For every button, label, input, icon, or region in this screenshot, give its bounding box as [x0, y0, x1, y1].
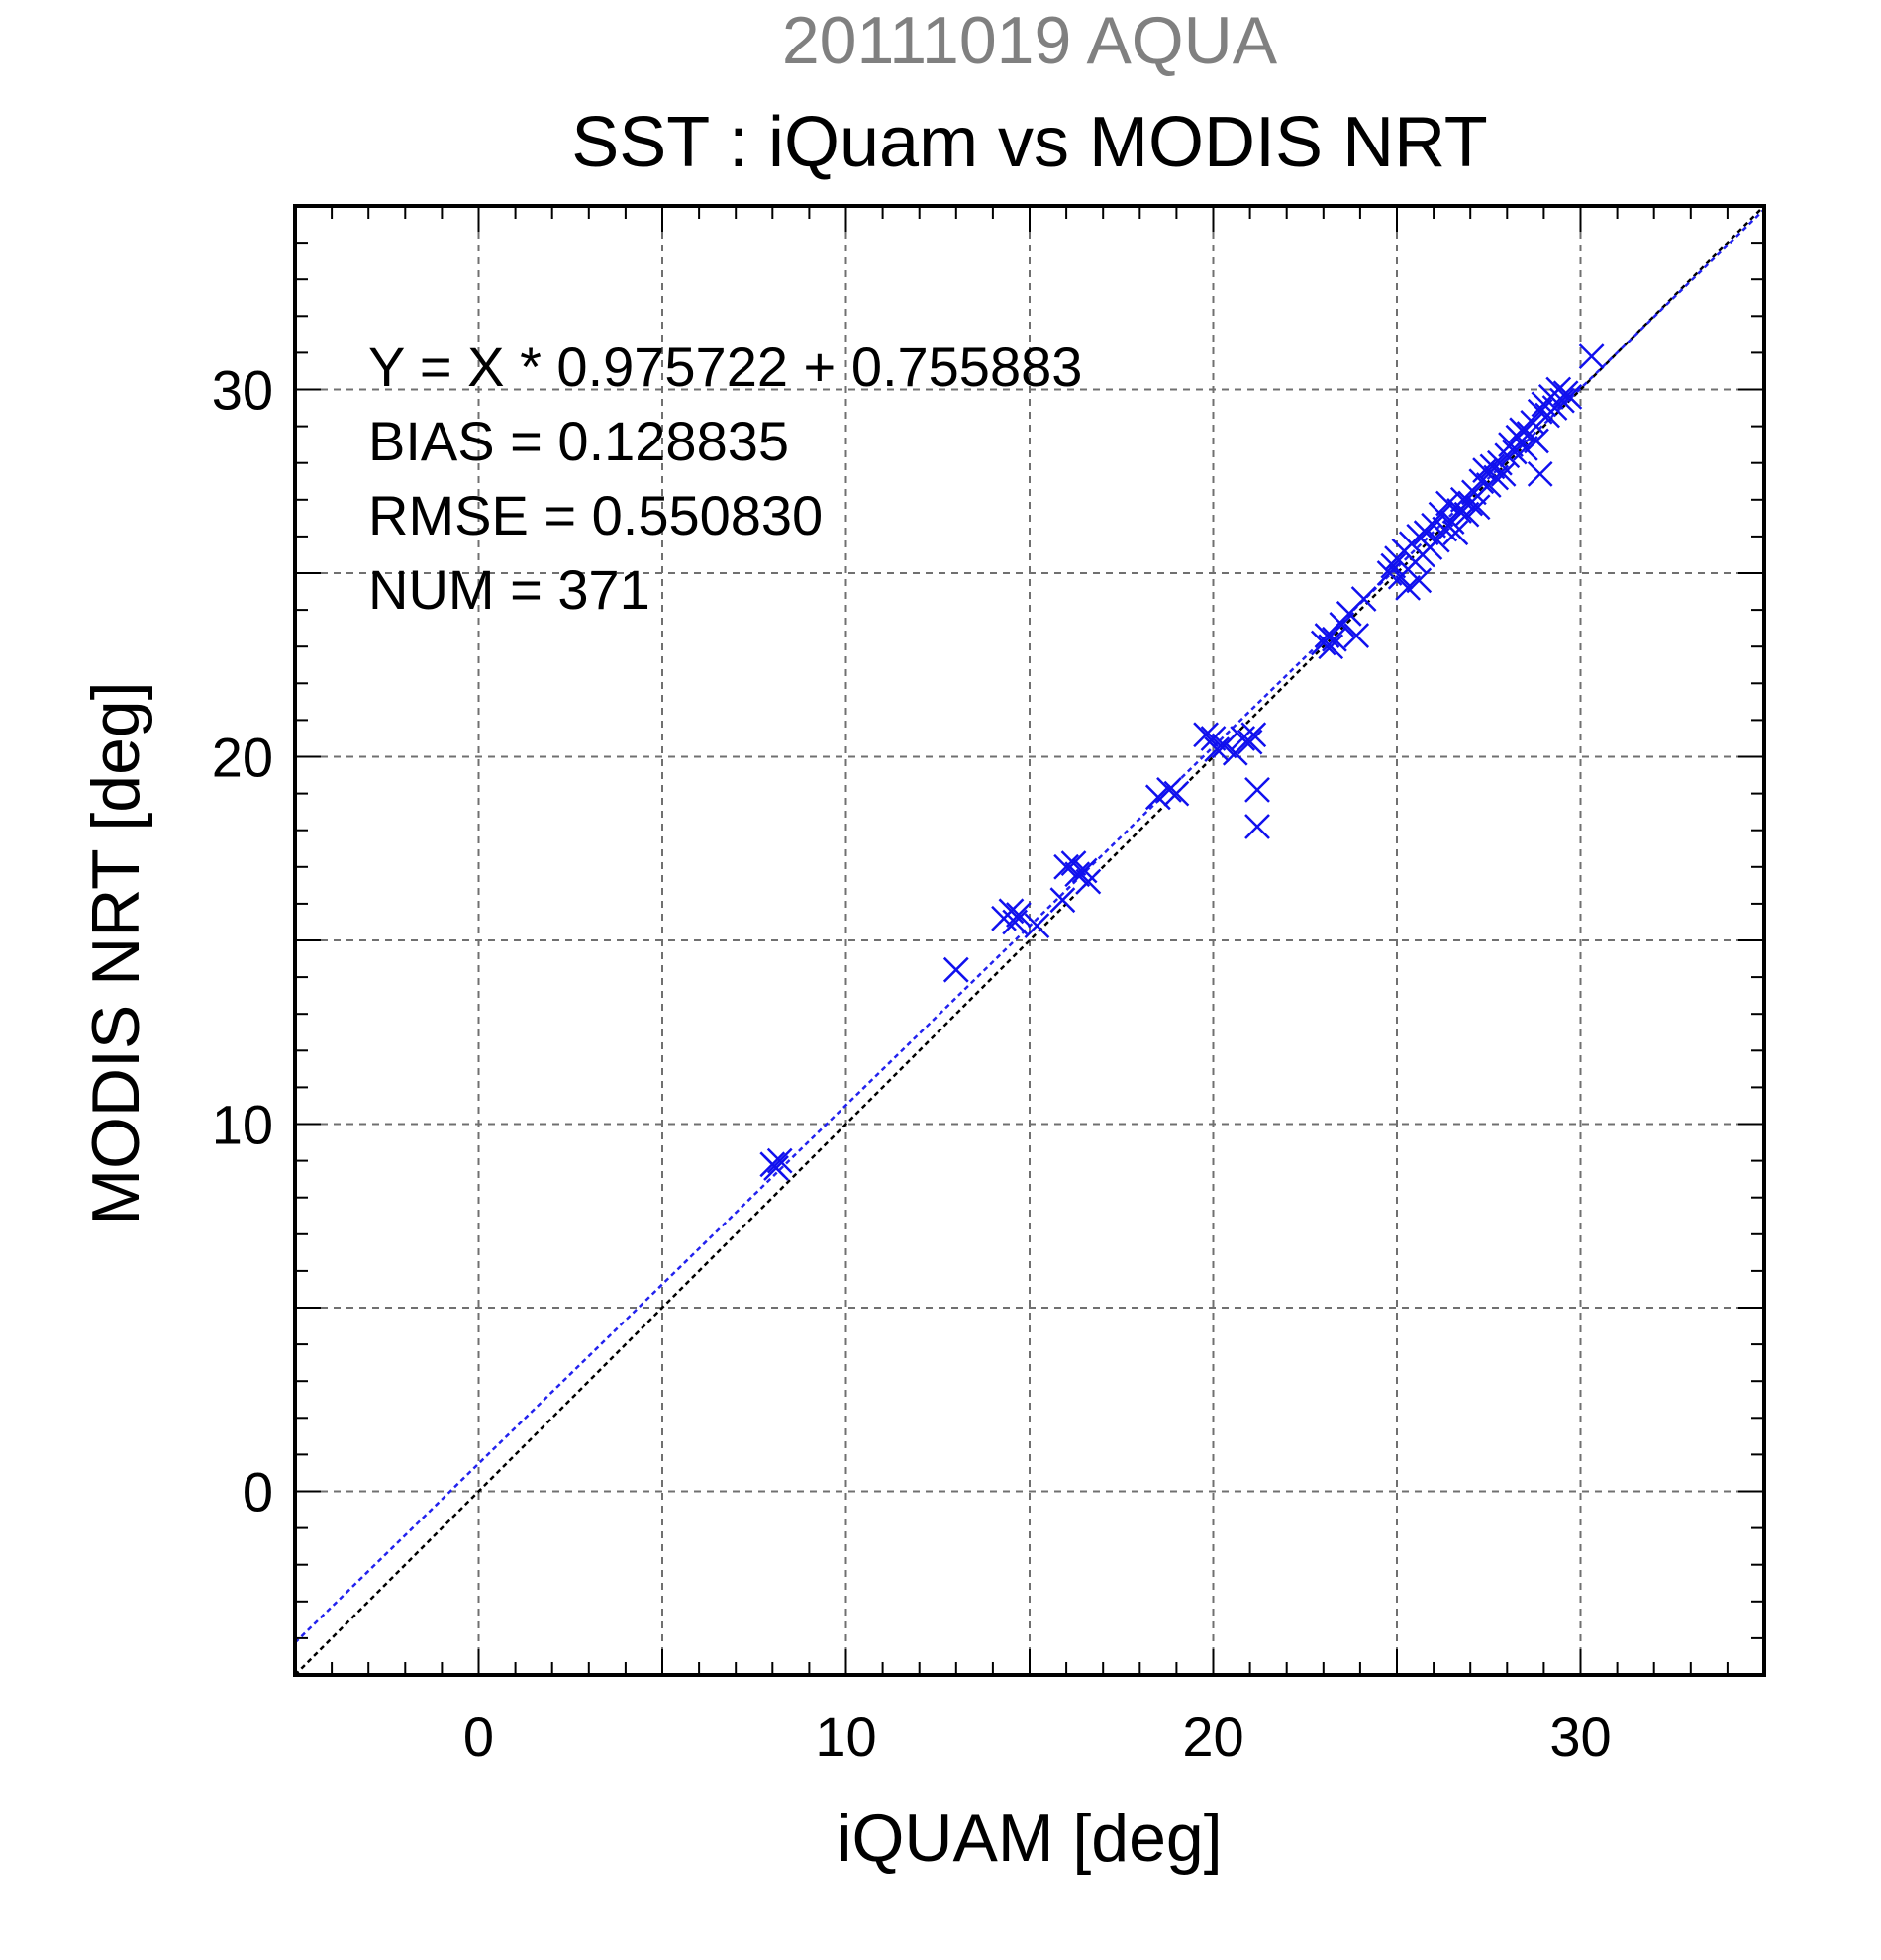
y-tick-label: 20 [212, 727, 273, 789]
data-point [1461, 479, 1487, 506]
grid-lines [295, 206, 1764, 1675]
data-point [1322, 626, 1347, 652]
data-point [1049, 887, 1076, 914]
x-tick-label: 10 [815, 1706, 876, 1768]
chart-title: SST : iQuam vs MODIS NRT [571, 103, 1488, 182]
data-point [1527, 460, 1553, 487]
data-point [1406, 567, 1433, 594]
y-tick-label: 0 [243, 1461, 273, 1523]
data-point [1244, 814, 1270, 839]
data-point [1380, 552, 1407, 579]
data-point [1002, 909, 1029, 935]
data-point [1578, 343, 1605, 369]
data-point [1483, 464, 1510, 491]
data-point [1064, 861, 1091, 888]
data-point [766, 1147, 793, 1174]
y-tick-label: 10 [212, 1094, 273, 1156]
data-points [759, 343, 1605, 1181]
data-point [1193, 722, 1219, 748]
data-point [1350, 586, 1377, 612]
data-point [1005, 902, 1032, 928]
tick-labels: 0 10 20 30 0 10 20 30 [212, 359, 1612, 1769]
data-point [1211, 733, 1238, 759]
data-point [1163, 780, 1190, 807]
fit-equation-text: Y = X * 0.975722 + 0.755883 [368, 336, 1082, 398]
data-point [1556, 384, 1583, 410]
data-point [763, 1155, 789, 1181]
num-text: NUM = 371 [368, 558, 650, 621]
x-tick-label: 20 [1182, 1706, 1243, 1768]
stats-annotation: Y = X * 0.975722 + 0.755883 BIAS = 0.128… [368, 336, 1082, 621]
data-point [1318, 634, 1344, 660]
data-point [1075, 868, 1102, 895]
data-point [1024, 913, 1050, 939]
data-point [1549, 387, 1575, 414]
data-point [1424, 527, 1450, 553]
bias-text: BIAS = 0.128835 [368, 410, 789, 472]
plot-frame [293, 204, 1766, 1677]
data-point [1329, 612, 1355, 637]
data-point [1527, 398, 1553, 425]
data-point [942, 956, 969, 983]
data-point [1464, 494, 1491, 521]
data-point [1512, 435, 1538, 461]
y-axis-label: MODIS NRT [deg] [78, 681, 153, 1225]
x-tick-label: 0 [463, 1706, 494, 1768]
data-point [1395, 574, 1422, 601]
data-point [1343, 623, 1370, 648]
data-point [1240, 722, 1267, 748]
x-axis-label: iQUAM [deg] [837, 1801, 1222, 1876]
axis-ticks [294, 205, 1765, 1676]
data-point [1244, 777, 1270, 803]
identity-line [294, 205, 1765, 1676]
chart-supertitle: 20111019 AQUA [782, 3, 1278, 78]
data-point [1237, 729, 1263, 755]
data-point [1442, 520, 1469, 546]
x-tick-label: 30 [1549, 1706, 1611, 1768]
data-point [1156, 777, 1182, 803]
y-tick-label: 30 [212, 359, 273, 422]
rmse-text: RMSE = 0.550830 [368, 484, 823, 546]
data-point [1524, 428, 1549, 454]
